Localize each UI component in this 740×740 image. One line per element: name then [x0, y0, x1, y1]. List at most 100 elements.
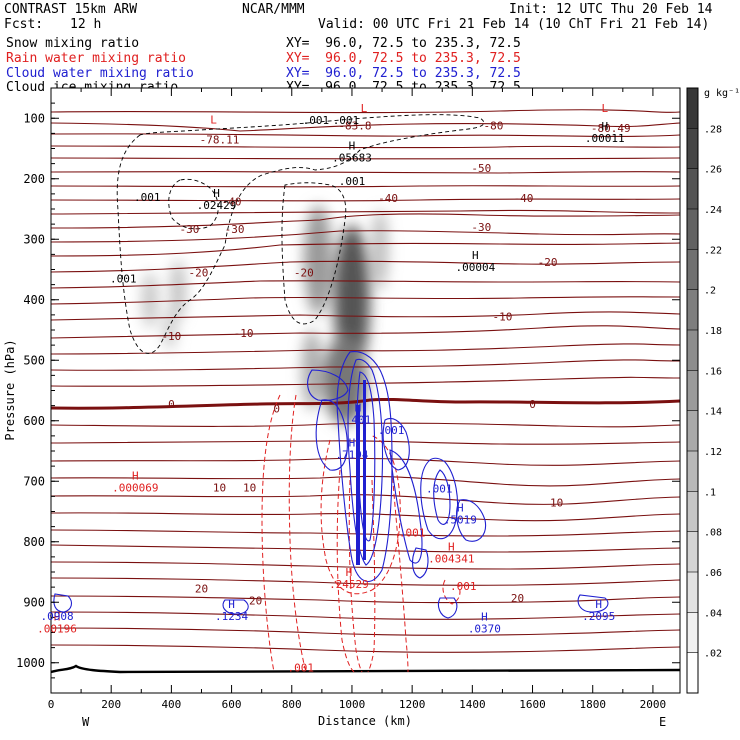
colorbar-segment — [687, 370, 698, 411]
isotherm-label: -10 — [234, 327, 254, 340]
model-title: CONTRAST 15km ARW — [4, 2, 138, 17]
colorbar-segment — [687, 410, 698, 451]
isotherm-label: -40 — [378, 192, 398, 205]
y-tick-label: 500 — [23, 353, 45, 367]
colorbar-tick-label: .22 — [704, 245, 722, 256]
colorbar-segment — [687, 451, 698, 492]
y-axis-label: Pressure (hPa) — [3, 339, 17, 440]
x-axis-label: Distance (km) — [318, 714, 412, 728]
extremum-value: .02429 — [197, 199, 237, 212]
isotherm-label: -40 — [514, 192, 534, 205]
extremum-marker: H — [481, 610, 488, 623]
colorbar-tick-label: .2 — [704, 286, 716, 297]
cloud-ice-contours — [116, 114, 485, 354]
extremum-marker: H — [349, 437, 356, 450]
y-tick-label: 300 — [23, 232, 45, 246]
extremum-value: .00004 — [455, 261, 495, 274]
y-tick-label: 600 — [23, 414, 45, 428]
colorbar-tick-label: .18 — [704, 326, 722, 337]
y-tick-label: 700 — [23, 474, 45, 488]
colorbar-frame — [686, 87, 699, 694]
colorbar-tick-label: .02 — [704, 649, 722, 660]
colorbar-tick-label: .14 — [704, 407, 722, 418]
extremum-value: .1234 — [215, 610, 248, 623]
forecast-label: Fcst: — [4, 17, 44, 32]
isotherm-label: -10 — [492, 311, 512, 324]
colorbar-segment — [687, 168, 698, 209]
contour-label: .001 — [303, 114, 330, 127]
isotherm-label: -80 — [483, 120, 503, 133]
extremum-value: .5019 — [444, 513, 477, 526]
field-snow-xy: XY= 96.0, 72.5 to 235.3, 72.5 — [286, 36, 521, 51]
init-time: Init: 12 UTC Thu 20 Feb 14 — [509, 2, 713, 17]
valid-time: Valid: 00 UTC Fri 21 Feb 14 (10 ChT Fri … — [318, 17, 710, 32]
cloud-water-core — [356, 405, 360, 565]
extremum-marker: H — [355, 402, 362, 415]
colorbar-segment — [687, 88, 698, 129]
extremum-value: .0370 — [468, 622, 501, 635]
x-tick-label: 1400 — [459, 698, 486, 711]
extremum-value: .00011 — [585, 132, 625, 145]
colorbar-tick-label: .12 — [704, 447, 722, 458]
cloud-water-contours — [53, 351, 609, 619]
east-label: E — [659, 715, 666, 729]
colorbar-tick-label: .28 — [704, 124, 722, 135]
extremum-value: .000069 — [112, 481, 158, 494]
field-cloudwater-xy: XY= 96.0, 72.5 to 235.3, 72.5 — [286, 66, 521, 81]
forecast-value: 12 h — [70, 17, 102, 32]
extremum-marker: H — [213, 187, 220, 200]
extremum-marker: H — [132, 469, 139, 482]
extremum-marker: H — [595, 598, 602, 611]
cloud-water-core-2 — [363, 380, 366, 560]
extremum-value: .2095 — [582, 610, 615, 623]
colorbar-segment — [687, 330, 698, 371]
extremum-marker: H — [601, 120, 608, 133]
extremum-value: .00196 — [37, 622, 77, 635]
extremum-marker: L — [210, 114, 217, 127]
colorbar-tick-label: .26 — [704, 165, 722, 176]
y-tick-label: 400 — [23, 293, 45, 307]
extremum-value: .0908 — [40, 610, 73, 623]
extremum-marker: H — [472, 249, 479, 262]
extremum-marker: H — [228, 598, 235, 611]
isotherm-label: -20 — [189, 267, 209, 280]
isotherm-label: 20 — [511, 592, 524, 605]
x-tick-label: 1600 — [519, 698, 546, 711]
isotherm-label: 10 — [243, 481, 256, 494]
colorbar-segment — [687, 531, 698, 572]
terrain-line — [51, 664, 680, 674]
x-axis: 0 200 400 600 800 1000 1200 1400 1600 1800 2000 — [48, 88, 666, 711]
colorbar-tick-label: .16 — [704, 366, 722, 377]
contour-label: .001 — [450, 580, 477, 593]
colorbar-tick-label: .08 — [704, 528, 722, 539]
extremum-value: .004341 — [428, 553, 474, 566]
extremum-value: .05683 — [332, 152, 372, 165]
colorbar-tick-label: .24 — [704, 205, 722, 216]
contour-label: .001 — [378, 424, 405, 437]
x-tick-label: 1200 — [399, 698, 426, 711]
colorbar-segment — [687, 289, 698, 330]
field-snow-name: Snow mixing ratio — [6, 36, 140, 51]
colorbar-segment — [687, 249, 698, 290]
isotherm-label: 20 — [195, 582, 208, 595]
isotherm-label: -30 — [225, 223, 245, 236]
extremum-marker: H — [448, 541, 455, 554]
contour-label: .001 — [339, 175, 366, 188]
colorbar-segment — [687, 652, 698, 693]
isotherm-label: -50 — [471, 162, 491, 175]
contour-annotations: -80 -78.11 -83.8 -80.49 -50 -40 -40 -40 -30 -30 -3… — [37, 102, 631, 675]
colorbar-segment — [687, 491, 698, 532]
contour-label: .001 — [134, 191, 161, 204]
extremum-value: .24529 — [329, 578, 369, 591]
x-tick-label: 2000 — [640, 698, 667, 711]
zero-degree-isotherm — [51, 397, 680, 410]
isotherm-label: -30 — [471, 221, 491, 234]
contour-label: .001 — [426, 483, 453, 496]
isotherm-label: 0 — [273, 403, 280, 416]
x-tick-label: 600 — [222, 698, 242, 711]
colorbar-tick-label: .04 — [704, 608, 722, 619]
center-name: NCAR/MMM — [242, 2, 305, 17]
isotherm-label: 0 — [529, 398, 536, 411]
y-tick-label: 100 — [23, 111, 45, 125]
